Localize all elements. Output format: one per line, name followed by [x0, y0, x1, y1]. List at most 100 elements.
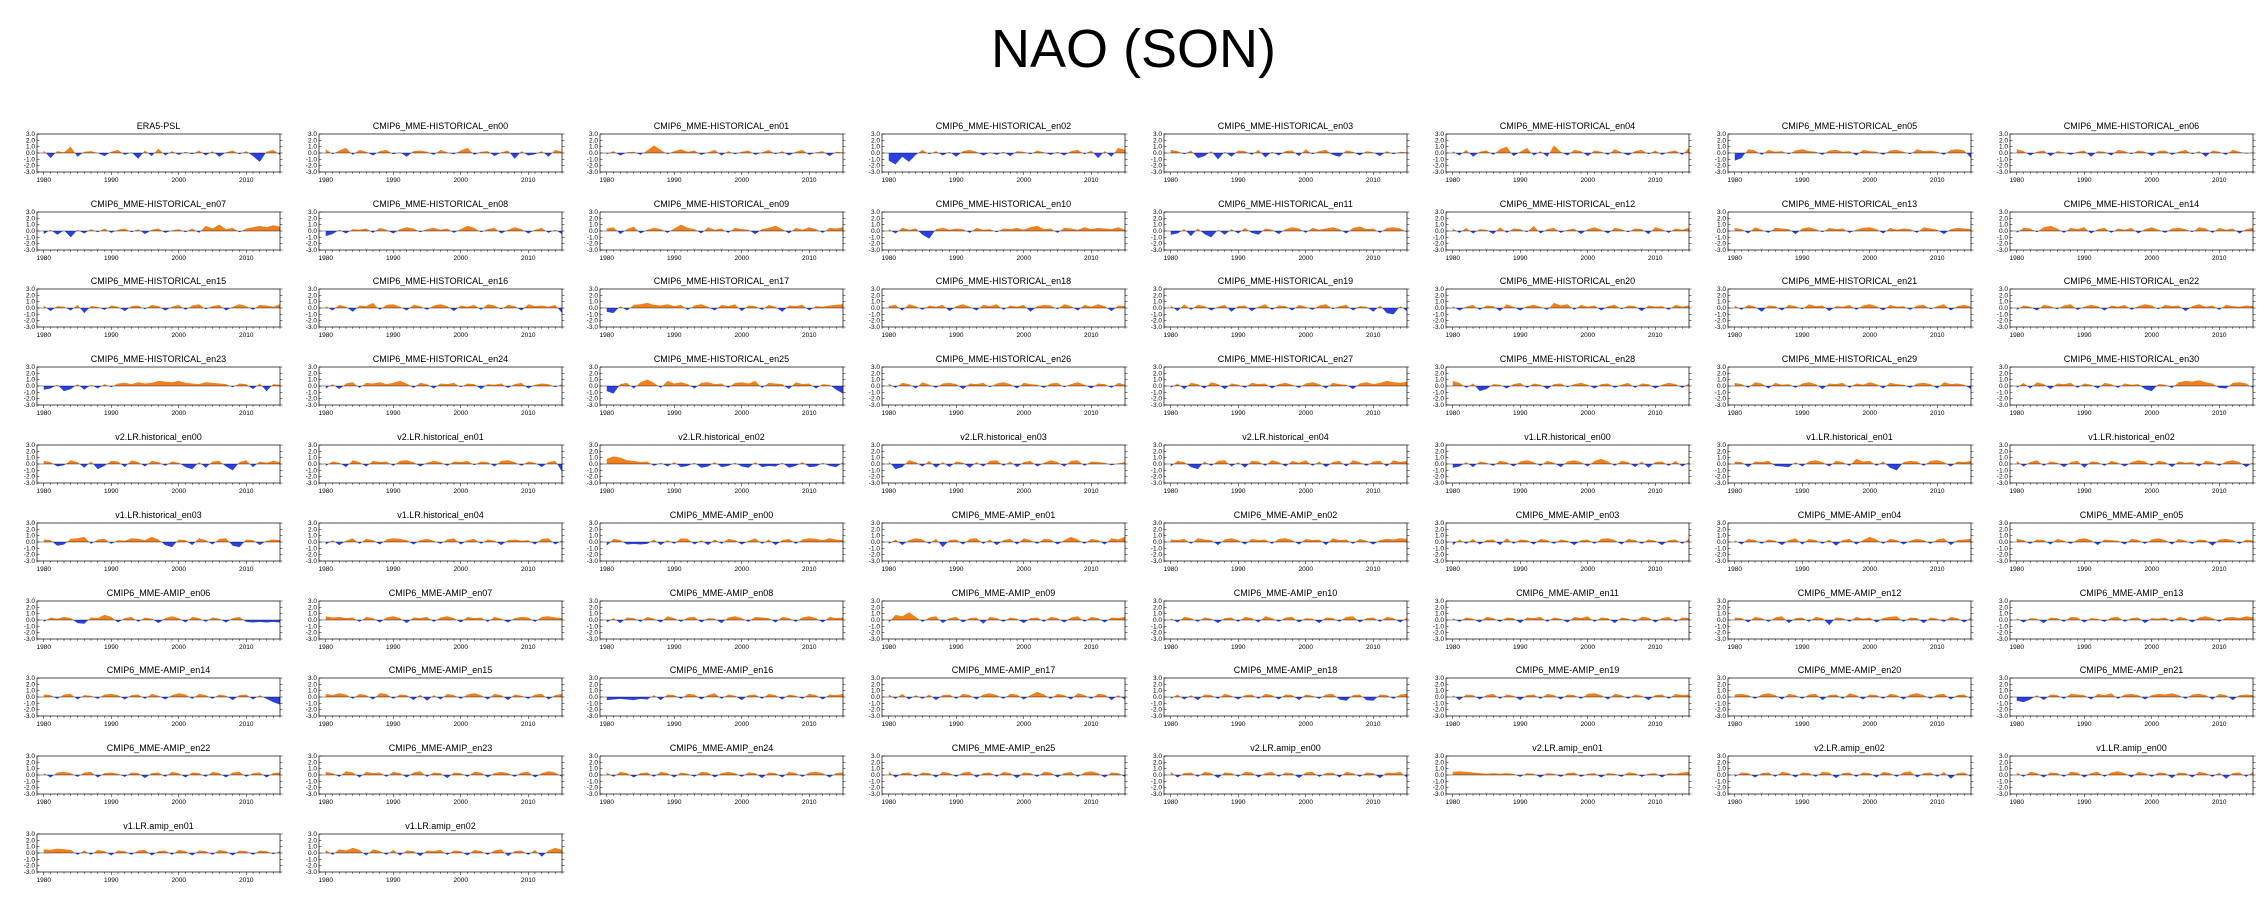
y-tick-label: 2.0 [1999, 681, 2008, 688]
negative-area [888, 775, 1125, 779]
x-tick-label: 1980 [882, 566, 897, 573]
chart-panel: CMIP6_MME-HISTORICAL_en11 3.0 2.0 1.0 0.0 -1.… [1151, 199, 1445, 276]
x-tick-label: 1990 [1231, 177, 1246, 184]
panel-title: CMIP6_MME-AMIP_en15 [388, 665, 493, 675]
x-tick-label: 2010 [1366, 644, 1381, 651]
y-tick-label: 0.0 [26, 617, 35, 624]
x-tick-label: 2000 [1581, 410, 1596, 417]
y-tick-label: 3.0 [308, 598, 317, 605]
positive-area [1452, 616, 1689, 620]
x-tick-label: 2010 [239, 177, 254, 184]
y-tick-label: 1.0 [26, 844, 35, 851]
x-tick-label: 1990 [2077, 332, 2092, 339]
chart-panel: CMIP6_MME-AMIP_en24 3.0 2.0 1.0 0.0 -1.0 -2.0-… [587, 743, 881, 820]
positive-area [2016, 304, 2253, 308]
x-tick-label: 1980 [37, 644, 52, 651]
y-tick-label: -1.0 [24, 623, 36, 630]
x-tick-label: 1990 [667, 488, 682, 495]
y-tick-label: -2.0 [1715, 474, 1727, 481]
negative-area [1170, 153, 1407, 160]
positive-area [1452, 225, 1689, 231]
y-tick-label: 0.0 [1999, 228, 2008, 235]
x-tick-label: 2000 [1017, 644, 1032, 651]
y-tick-label: -1.0 [1433, 234, 1445, 241]
x-tick-label: 1990 [104, 332, 119, 339]
x-tick-label: 1990 [1795, 799, 1810, 806]
y-tick-label: 2.0 [26, 759, 35, 766]
x-tick-label: 1990 [949, 255, 964, 262]
y-tick-label: -3.0 [24, 247, 36, 254]
x-tick-label: 2010 [1084, 644, 1099, 651]
y-tick-label: 3.0 [308, 675, 317, 682]
x-tick-label: 1980 [319, 721, 334, 728]
y-tick-label: -3.0 [1151, 402, 1163, 409]
negative-area [2016, 620, 2253, 624]
panel-title: CMIP6_MME-AMIP_en01 [951, 510, 1056, 520]
x-tick-label: 1990 [667, 255, 682, 262]
y-tick-label: -1.0 [587, 700, 599, 707]
y-tick-label: -2.0 [306, 785, 318, 792]
y-tick-label: -2.0 [587, 318, 599, 325]
positive-area [2016, 149, 2253, 153]
y-tick-label: -3.0 [1433, 324, 1445, 331]
negative-area [1452, 231, 1689, 235]
y-tick-label: 0.0 [26, 461, 35, 468]
y-tick-label: 0.0 [589, 617, 598, 624]
y-tick-label: 3.0 [589, 442, 598, 449]
y-tick-label: 3.0 [308, 520, 317, 527]
x-tick-label: 2010 [1648, 488, 1663, 495]
x-tick-label: 2000 [172, 410, 187, 417]
chart-panel: v1.LR.amip_en00 3.0 2.0 1.0 0.0 -1.0 -2.0 -3.0 1… [1997, 743, 2267, 820]
y-tick-label: -2.0 [869, 318, 881, 325]
chart-panel: CMIP6_MME-AMIP_en10 3.0 2.0 1.0 0.0 -1.0 -2.0-… [1151, 588, 1445, 665]
y-tick-label: -1.0 [24, 467, 36, 474]
x-tick-label: 1980 [882, 332, 897, 339]
x-tick-label: 1980 [882, 644, 897, 651]
x-tick-label: 2010 [521, 799, 536, 806]
x-tick-label: 2010 [521, 644, 536, 651]
y-tick-label: -2.0 [306, 318, 318, 325]
positive-area [606, 456, 843, 464]
y-tick-label: -2.0 [1715, 630, 1727, 637]
y-tick-label: -2.0 [24, 785, 36, 792]
x-tick-label: 2000 [454, 644, 469, 651]
negative-area [43, 542, 280, 548]
y-tick-label: 0.0 [308, 383, 317, 390]
y-tick-label: -3.0 [1151, 169, 1163, 176]
x-tick-label: 1980 [600, 332, 615, 339]
x-tick-label: 2010 [521, 566, 536, 573]
panel-title: CMIP6_MME-HISTORICAL_en01 [653, 121, 790, 131]
x-tick-label: 2000 [735, 488, 750, 495]
x-tick-label: 1980 [1728, 255, 1743, 262]
y-tick-label: -1.0 [1997, 545, 2009, 552]
y-tick-label: 1.0 [1717, 299, 1726, 306]
panel-title: CMIP6_MME-HISTORICAL_en17 [653, 276, 790, 286]
y-tick-label: 0.0 [26, 228, 35, 235]
negative-area [1170, 620, 1407, 624]
positive-area [43, 460, 280, 464]
y-tick-label: 1.0 [589, 144, 598, 151]
negative-area [606, 620, 843, 624]
y-tick-label: 3.0 [26, 753, 35, 760]
y-tick-label: 3.0 [1717, 442, 1726, 449]
chart-panel: CMIP6_MME-AMIP_en05 3.0 2.0 1.0 0.0 -1.0 -2.0-… [1997, 510, 2267, 587]
y-tick-label: 3.0 [1435, 209, 1444, 216]
y-tick-label: 2.0 [1717, 759, 1726, 766]
y-tick-label: -2.0 [869, 785, 881, 792]
y-tick-label: 3.0 [1153, 675, 1162, 682]
chart-panel: ERA5-PSL 3.0 2.0 1.0 0.0 -1.0 -2.0 -3.0 1980 1990… [24, 121, 318, 198]
x-tick-label: 1980 [600, 644, 615, 651]
x-tick-label: 1990 [386, 177, 401, 184]
positive-area [1734, 458, 1971, 464]
x-tick-label: 2000 [1017, 721, 1032, 728]
x-tick-label: 1980 [1446, 255, 1461, 262]
negative-area [606, 308, 843, 314]
y-tick-label: -3.0 [306, 169, 318, 176]
